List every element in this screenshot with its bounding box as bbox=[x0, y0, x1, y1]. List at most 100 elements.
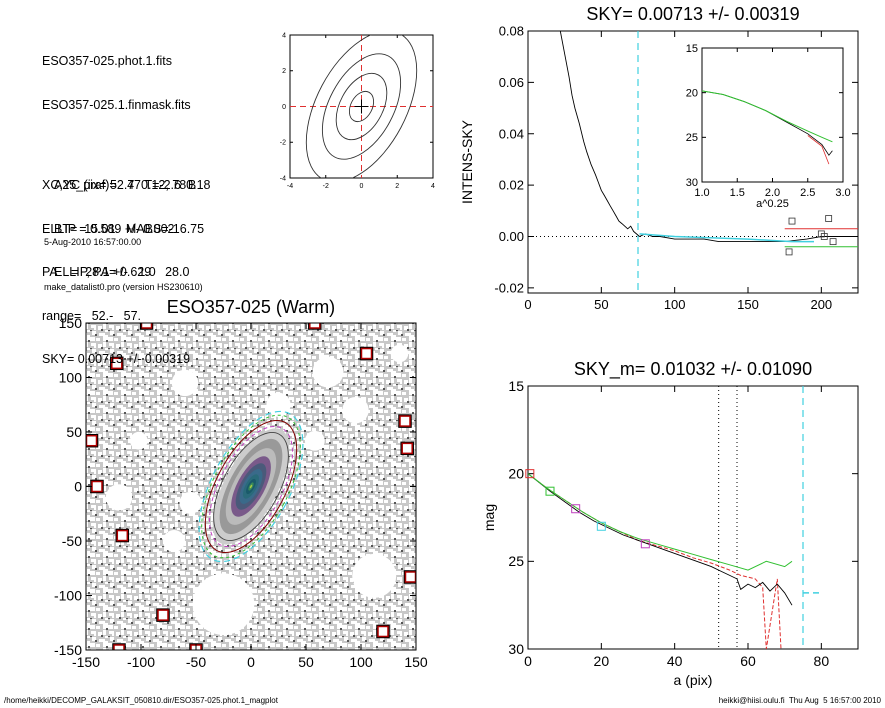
galaxy-ytick-label: -100 bbox=[54, 588, 82, 604]
sky-xtick-label: 200 bbox=[810, 297, 832, 312]
mag-ytick-label: 25 bbox=[508, 553, 524, 569]
footer-user: heikki@hiisi.oulu.fi Thu Aug 5 16:57:00 … bbox=[718, 696, 881, 705]
mask-box-outer bbox=[359, 346, 374, 361]
sky-frame bbox=[527, 30, 859, 294]
galaxy-ytick-label: 100 bbox=[59, 370, 83, 386]
masked-region bbox=[171, 369, 199, 397]
sky-ylabel: INTENS-SKY bbox=[459, 119, 475, 204]
mag-xtick-label: 80 bbox=[814, 653, 830, 669]
mask-box-outer bbox=[308, 323, 322, 330]
mag-title: SKY_m= 0.01032 +/- 0.01090 bbox=[574, 359, 812, 380]
mask-box-inner bbox=[157, 609, 169, 621]
info-block-main: ESO357-025.phot.1.fits ESO357-025.1.finm… bbox=[42, 25, 211, 381]
mag-square-marker bbox=[640, 539, 650, 549]
sky-ytick-label: 0.02 bbox=[499, 178, 524, 193]
sky-series-cyan bbox=[639, 233, 814, 243]
mag-ytick-label: 20 bbox=[508, 466, 524, 482]
galaxy-xtick-label: -50 bbox=[186, 654, 206, 670]
inset-ytick-label: 20 bbox=[686, 88, 698, 100]
galaxy-title: ESO357-025 (Warm) bbox=[167, 297, 335, 317]
mag-xtick-label: 0 bbox=[524, 653, 532, 669]
contour-line bbox=[335, 72, 388, 141]
mask-box-inner bbox=[140, 323, 153, 329]
info-line: PA = 28.1 +/- 1.0 bbox=[42, 265, 156, 279]
sky-ytick-label: 0.04 bbox=[499, 126, 524, 141]
galaxy-ytick-label: -50 bbox=[62, 533, 82, 549]
galaxy-fit-ellipse bbox=[213, 432, 289, 541]
mask-box-outer bbox=[139, 323, 154, 330]
mag-xtick-label: 60 bbox=[740, 653, 756, 669]
inset-xtick-label: 2.0 bbox=[765, 187, 780, 199]
info-line: ESO357-025.phot.1.fits bbox=[42, 54, 172, 68]
contour-ytick-label: 2 bbox=[282, 68, 286, 75]
contour-line bbox=[348, 90, 375, 123]
contour-ytick-label: -4 bbox=[280, 175, 286, 182]
mask-box-outer bbox=[90, 479, 104, 494]
mag-series-green bbox=[528, 473, 793, 571]
masked-region bbox=[163, 530, 185, 552]
mask-box-inner bbox=[399, 415, 411, 427]
sky-square-marker bbox=[825, 215, 833, 222]
galaxy-fit-ellipse bbox=[201, 414, 301, 559]
sky-xtick-label: 150 bbox=[737, 297, 759, 312]
galaxy-isophote bbox=[249, 484, 253, 489]
masked-region bbox=[312, 356, 344, 388]
sky-ytick-label: 0.00 bbox=[499, 229, 524, 244]
mag-ytick-label: 15 bbox=[508, 378, 524, 394]
mag-series-red bbox=[528, 473, 782, 649]
galaxy-xtick-label: 0 bbox=[247, 654, 255, 670]
date-label: 5-Aug-2010 16:57:00.00 bbox=[44, 237, 142, 247]
sky-title: SKY= 0.00713 +/- 0.00319 bbox=[586, 4, 799, 24]
contour-xtick-label: -2 bbox=[323, 183, 329, 190]
mag-ytick-label: 30 bbox=[508, 641, 524, 657]
sky-square-marker bbox=[785, 248, 793, 256]
inset-xlabel: a^0.25 bbox=[756, 198, 789, 210]
sky-ytick-label: -0.02 bbox=[494, 280, 524, 295]
inset-ytick-label: 25 bbox=[686, 132, 698, 144]
info-line: XC,YC (iraf)= 470.12, 780.18 bbox=[42, 178, 211, 192]
mask-box-inner bbox=[111, 357, 123, 370]
galaxy-ytick-label: 0 bbox=[74, 479, 82, 495]
mask-box-outer bbox=[112, 643, 126, 650]
mag-frame bbox=[527, 385, 859, 650]
mag-square-marker bbox=[545, 486, 555, 496]
footer-path: /home/heikki/DECOMP_GALAKSIT_050810.dir/… bbox=[4, 696, 278, 705]
mask-box-outer bbox=[156, 608, 170, 622]
inset-series-red bbox=[807, 135, 830, 165]
mask-box-inner bbox=[360, 347, 373, 360]
contour-line bbox=[321, 53, 402, 160]
mask-box-outer bbox=[400, 441, 414, 456]
galaxy-xtick-label: 150 bbox=[404, 654, 428, 670]
contour-xtick-label: 4 bbox=[431, 183, 435, 190]
mask-box-outer bbox=[110, 356, 124, 371]
inset-xtick-label: 1.0 bbox=[694, 187, 709, 199]
galaxy-xtick-label: 100 bbox=[349, 654, 373, 670]
masked-region bbox=[390, 344, 409, 363]
mag-square-marker bbox=[596, 521, 606, 531]
mask-box-inner bbox=[377, 625, 389, 638]
info-block-sub: A25_pix= 52.7 T=-2.6 B BT= 15.01 MABS=-1… bbox=[54, 149, 204, 294]
sky-square-marker bbox=[820, 233, 828, 240]
mag-xtick-label: 40 bbox=[667, 653, 683, 669]
contour-xtick-label: -4 bbox=[287, 183, 293, 190]
masked-region bbox=[192, 573, 255, 636]
mag-square-marker bbox=[571, 504, 581, 514]
info-line bbox=[42, 141, 211, 149]
galaxy-fit-ellipse bbox=[198, 410, 304, 563]
mask-box-inner bbox=[401, 442, 413, 455]
sky-xtick-label: 50 bbox=[594, 297, 608, 312]
masked-region bbox=[266, 392, 291, 417]
info-line: ELLIP = 0.589 +/- 0.002 bbox=[42, 221, 175, 236]
mag-ylabel: mag bbox=[481, 504, 497, 531]
sky-xtick-label: 0 bbox=[524, 297, 531, 312]
info-line: BT= 15.01 MABS=-16.75 bbox=[54, 221, 205, 236]
sky-square-marker bbox=[829, 238, 837, 246]
contour-ytick-label: 0 bbox=[282, 104, 286, 111]
contour-ytick-label: -2 bbox=[280, 140, 286, 147]
sky-ytick-label: 0.06 bbox=[499, 75, 524, 90]
galaxy-ytick-label: 150 bbox=[59, 315, 83, 331]
sky-series-black bbox=[559, 31, 858, 243]
contour-lines bbox=[305, 35, 418, 178]
inset-xtick-label: 3.0 bbox=[835, 187, 850, 199]
